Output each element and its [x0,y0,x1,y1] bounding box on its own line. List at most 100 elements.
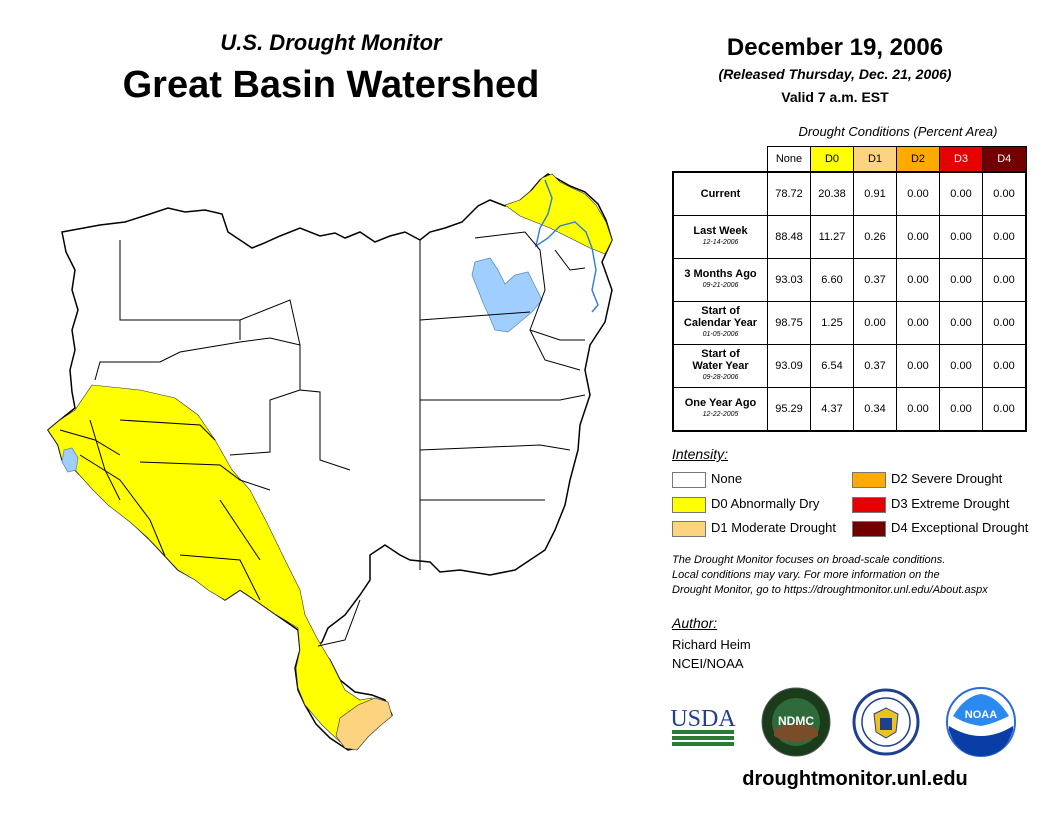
table-cell: 0.00 [896,258,940,302]
row-label-text: Last Week [693,225,748,237]
author-label: Author: [672,615,718,631]
row-label-text: Current [700,188,741,200]
noaa-logo: NOAA [946,687,1016,757]
row-label-text: 3 Months Ago [684,268,757,280]
legend-swatch [672,520,706,537]
table-cell: 4.37 [810,387,854,432]
row-label-text: Start of [701,305,740,317]
row-date: 09-28-2006 [702,374,739,381]
table-cell: 0.00 [896,387,940,432]
table-corner [673,146,768,172]
column-header-d3: D3 [939,146,983,173]
row-label: 3 Months Ago 09-21-2006 [672,258,768,302]
table-cell: 93.09 [767,344,811,388]
table-cell: 20.38 [810,171,854,216]
table-cell: 98.75 [767,301,811,345]
legend-swatch [852,496,886,513]
table-cell: 0.00 [896,301,940,345]
column-header-d2: D2 [896,146,940,173]
table-cell: 0.00 [939,215,983,259]
table-row: Start of Water Year 09-28-2006 93.09 6.54 0.3… [672,344,1027,388]
row-label: Start of Calendar Year 01-05-2006 [672,301,768,345]
table-cell: 0.00 [982,215,1027,259]
row-label: Last Week 12-14-2006 [672,215,768,259]
table-cell: 0.00 [939,301,983,345]
table-cell: 0.00 [939,344,983,388]
legend-item: D2 Severe Drought [852,470,1002,488]
table-cell: 0.00 [939,387,983,432]
row-label-text: Calendar Year [683,317,758,329]
lake-tahoe [61,447,79,473]
report-date: December 19, 2006 [726,34,944,61]
legend-item: None [672,470,742,488]
division-lines [59,231,586,647]
table-cell: 88.48 [767,215,811,259]
release-date: (Released Thursday, Dec. 21, 2006) [718,66,952,82]
row-date: 12-22-2005 [702,411,739,418]
usda-logo-text: USDA [670,706,736,732]
table-cell: 11.27 [810,215,854,259]
row-label-text: Start of [701,348,740,360]
website-url[interactable]: droughtmonitor.unl.edu [742,768,968,790]
row-label-text: One Year Ago [684,397,757,409]
author-name: Richard Heim [672,637,751,652]
river-bear [534,179,599,313]
drought-map [47,173,613,751]
table-cell: 0.00 [982,171,1027,216]
table-cell: 1.25 [810,301,854,345]
usda-logo: USDA [670,706,736,746]
row-date: 09-21-2006 [702,282,739,289]
table-header-row: None D0 D1 D2 D3 D4 [673,146,1027,173]
table-cell: 0.00 [982,387,1027,432]
row-label: Current [672,171,768,216]
table-cell: 6.60 [810,258,854,302]
commerce-seal-logo [852,688,920,756]
legend-swatch [852,520,886,537]
map-title: Great Basin Watershed [122,64,540,106]
table-cell: 0.00 [896,171,940,216]
table-row: Start of Calendar Year 01-05-2006 98.75 1.25… [672,301,1027,345]
table-caption: Drought Conditions (Percent Area) [798,124,998,139]
table-cell: 6.54 [810,344,854,388]
table-cell: 0.00 [982,344,1027,388]
row-date: 12-14-2006 [702,239,739,246]
legend-swatch [672,496,706,513]
table-cell: 0.37 [853,258,897,302]
table-cell: 0.00 [982,258,1027,302]
table-row: Current 78.72 20.38 0.91 0.00 0.00 0.00 [672,171,1027,216]
table-cell: 0.00 [896,215,940,259]
note-line: Drought Monitor, go to https://droughtmo… [672,584,988,596]
d1-area-south [335,697,393,751]
row-label: Start of Water Year 09-28-2006 [672,344,768,388]
d0-area-west [47,384,373,749]
note-line: Local conditions may vary. For more info… [672,569,940,581]
drought-conditions-table: None D0 D1 D2 D3 D4 Current 78.72 20.38 0.9… [672,146,1027,432]
table-cell: 78.72 [767,171,811,216]
row-date: 01-05-2006 [702,331,739,338]
valid-time: Valid 7 a.m. EST [781,89,889,105]
table-cell: 95.29 [767,387,811,432]
noaa-logo-text: NOAA [965,709,997,721]
legend-label: D4 Exceptional Drought [891,520,1029,535]
table-cell: 0.91 [853,171,897,216]
author-organization: NCEI/NOAA [672,656,744,671]
table-cell: 0.00 [939,171,983,216]
legend-swatch [852,471,886,488]
table-cell: 0.00 [982,301,1027,345]
column-header-d0: D0 [810,146,854,173]
legend-label: D2 Severe Drought [891,471,1003,486]
column-header-d1: D1 [853,146,897,173]
lake-great-salt-lake [471,257,543,333]
table-cell: 0.00 [853,301,897,345]
map-subtitle: U.S. Drought Monitor [220,30,442,55]
table-row: One Year Ago 12-22-2005 95.29 4.37 0.34 0.00 0… [672,387,1027,432]
table-body: Current 78.72 20.38 0.91 0.00 0.00 0.00 Last We… [672,171,1027,432]
table-row: 3 Months Ago 09-21-2006 93.03 6.60 0.37 0.00 0… [672,258,1027,302]
table-cell: 0.26 [853,215,897,259]
table-row: Last Week 12-14-2006 88.48 11.27 0.26 0.00 0.0… [672,215,1027,259]
legend-item: D1 Moderate Drought [672,519,836,537]
legend-item: D0 Abnormally Dry [672,495,819,513]
table-cell: 0.00 [896,344,940,388]
legend-label: D3 Extreme Drought [891,496,1010,511]
legend-title: Intensity: [672,446,729,462]
